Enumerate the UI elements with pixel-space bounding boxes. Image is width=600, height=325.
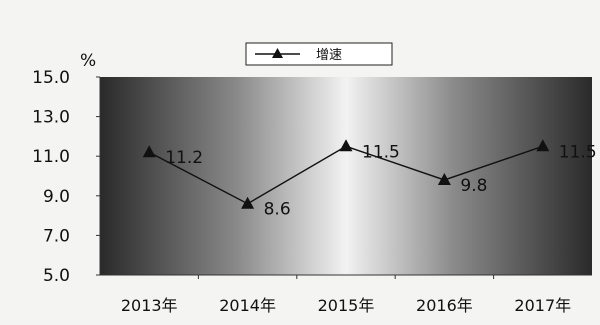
y-tick-label: 13.0 [32, 108, 70, 128]
plot-area [100, 77, 592, 275]
y-tick-label: 11.0 [32, 147, 70, 167]
data-point-marker [536, 139, 550, 152]
legend-box [245, 42, 393, 66]
y-tick-label: 9.0 [43, 187, 70, 207]
data-label: 11.5 [362, 142, 400, 162]
x-tick-label: 2013年 [121, 296, 178, 315]
data-label: 9.8 [460, 176, 487, 196]
y-tick-label: 15.0 [32, 68, 70, 88]
data-markers [142, 139, 550, 209]
x-tick-label: 2017年 [514, 296, 571, 315]
legend-triangle-marker [272, 48, 283, 58]
data-point-marker [241, 196, 255, 209]
data-label: 11.2 [165, 148, 203, 168]
data-point-marker [339, 139, 353, 152]
data-labels: 11.2 8.6 11.5 9.8 11.5 [165, 142, 596, 219]
x-tick-label: 2016年 [416, 296, 473, 315]
x-tick-label: 2014年 [219, 296, 276, 315]
data-point-marker [437, 172, 451, 185]
data-label: 8.6 [264, 200, 291, 220]
y-tick-label: 5.0 [43, 266, 70, 286]
legend-series-label: 增速 [316, 48, 342, 63]
y-tick-labels: 15.0 13.0 11.0 9.0 7.0 5.0 [32, 68, 100, 286]
data-label: 11.5 [559, 142, 597, 162]
x-tick-label: 2015年 [318, 296, 375, 315]
x-tick-labels: 2013年 2014年 2015年 2016年 2017年 [121, 275, 571, 315]
y-unit-label: % [80, 51, 96, 71]
y-tick-label: 7.0 [43, 226, 70, 246]
data-point-marker [142, 145, 156, 158]
legend: 增速 [245, 42, 393, 66]
